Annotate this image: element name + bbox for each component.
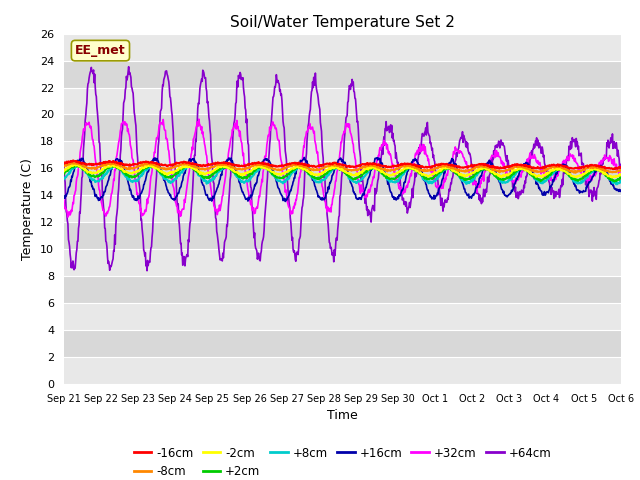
Y-axis label: Temperature (C): Temperature (C) <box>22 158 35 260</box>
X-axis label: Time: Time <box>327 409 358 422</box>
Title: Soil/Water Temperature Set 2: Soil/Water Temperature Set 2 <box>230 15 455 30</box>
Bar <box>64 357 621 384</box>
Bar <box>64 276 621 303</box>
Legend: -16cm, -8cm, -2cm, +2cm, +8cm, +16cm, +32cm, +64cm: -16cm, -8cm, -2cm, +2cm, +8cm, +16cm, +3… <box>129 442 556 480</box>
Bar <box>64 303 621 330</box>
Bar <box>64 34 621 60</box>
Bar <box>64 60 621 87</box>
Bar <box>64 87 621 114</box>
Bar <box>64 330 621 357</box>
Text: EE_met: EE_met <box>75 44 126 57</box>
Bar <box>64 168 621 195</box>
Bar <box>64 222 621 249</box>
Bar <box>64 114 621 142</box>
Bar <box>64 142 621 168</box>
Bar <box>64 249 621 276</box>
Bar <box>64 195 621 222</box>
